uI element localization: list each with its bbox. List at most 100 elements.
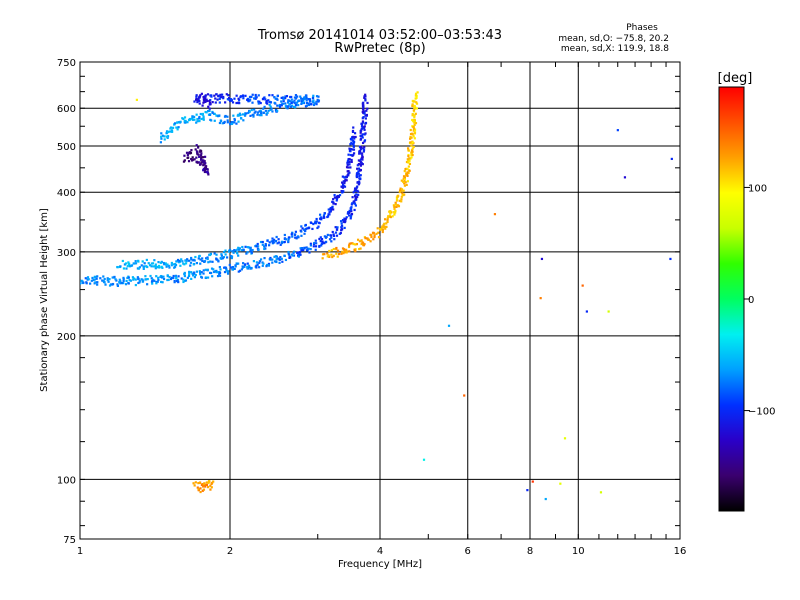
data-point bbox=[402, 180, 405, 183]
data-point bbox=[352, 191, 355, 194]
data-point bbox=[160, 137, 163, 140]
data-point bbox=[253, 108, 256, 111]
data-point bbox=[413, 129, 417, 132]
data-point bbox=[191, 158, 195, 161]
data-point bbox=[148, 264, 152, 267]
data-point bbox=[208, 107, 211, 110]
data-point bbox=[406, 158, 409, 161]
data-point bbox=[286, 101, 290, 104]
data-point bbox=[176, 258, 180, 262]
data-point bbox=[262, 107, 265, 110]
data-point bbox=[146, 283, 149, 286]
data-point bbox=[161, 134, 164, 137]
data-point bbox=[84, 277, 87, 280]
data-point bbox=[173, 265, 177, 268]
data-point bbox=[184, 279, 188, 282]
data-point bbox=[271, 94, 274, 97]
data-point bbox=[267, 262, 271, 266]
data-point bbox=[194, 255, 197, 259]
data-point bbox=[331, 200, 334, 204]
data-point bbox=[372, 232, 375, 235]
data-point bbox=[340, 225, 344, 228]
data-point bbox=[409, 141, 412, 144]
colorbar-tick-label: 100 bbox=[748, 183, 767, 194]
data-point bbox=[263, 245, 266, 248]
data-point bbox=[411, 133, 414, 136]
data-point bbox=[544, 497, 547, 501]
data-point bbox=[168, 266, 171, 269]
data-point bbox=[318, 244, 321, 248]
data-point bbox=[353, 189, 356, 192]
data-point bbox=[199, 490, 202, 494]
data-point bbox=[412, 145, 415, 149]
data-point bbox=[173, 122, 177, 125]
data-point bbox=[230, 255, 234, 258]
data-point bbox=[302, 249, 305, 252]
data-point bbox=[463, 394, 466, 397]
data-point bbox=[197, 98, 200, 101]
data-point bbox=[127, 276, 130, 279]
data-point bbox=[258, 114, 261, 117]
data-point bbox=[392, 204, 395, 207]
data-point bbox=[200, 483, 204, 487]
data-point bbox=[198, 270, 201, 273]
data-point bbox=[162, 277, 166, 281]
data-point bbox=[170, 261, 173, 265]
data-point bbox=[223, 270, 227, 274]
data-point bbox=[321, 253, 325, 256]
data-point bbox=[383, 226, 386, 229]
data-point bbox=[397, 205, 401, 208]
data-point bbox=[238, 247, 241, 250]
data-point bbox=[184, 119, 187, 123]
data-point bbox=[364, 93, 367, 96]
data-point bbox=[338, 194, 342, 197]
data-point bbox=[152, 265, 155, 268]
data-point bbox=[337, 252, 341, 256]
data-point bbox=[349, 166, 352, 169]
data-point bbox=[169, 130, 172, 133]
data-point bbox=[274, 97, 277, 100]
data-point bbox=[197, 161, 200, 164]
data-point bbox=[111, 276, 114, 279]
data-point bbox=[107, 280, 110, 283]
data-point bbox=[335, 246, 338, 250]
data-point bbox=[312, 94, 315, 97]
data-point bbox=[238, 248, 241, 251]
data-point bbox=[80, 279, 83, 282]
data-point bbox=[349, 215, 353, 218]
data-point bbox=[215, 258, 218, 261]
data-point bbox=[173, 281, 176, 284]
data-point bbox=[307, 247, 310, 250]
data-point bbox=[343, 185, 347, 188]
data-point bbox=[211, 481, 214, 485]
data-point bbox=[188, 272, 191, 275]
data-point bbox=[278, 261, 281, 264]
data-point bbox=[265, 265, 268, 268]
data-point bbox=[309, 242, 312, 245]
data-point bbox=[199, 487, 202, 490]
data-point bbox=[365, 113, 368, 117]
data-point bbox=[336, 226, 339, 229]
y-tick-label: 75 bbox=[63, 535, 76, 546]
data-point bbox=[185, 260, 188, 263]
data-point bbox=[314, 245, 318, 248]
data-point bbox=[328, 238, 332, 241]
data-point bbox=[341, 247, 345, 250]
data-point bbox=[359, 160, 362, 164]
data-point bbox=[327, 254, 330, 257]
data-point bbox=[177, 275, 180, 278]
data-point bbox=[670, 157, 673, 161]
data-point bbox=[349, 208, 353, 211]
data-point bbox=[415, 102, 419, 105]
data-point bbox=[361, 133, 365, 136]
data-point bbox=[357, 170, 360, 173]
data-point bbox=[196, 100, 199, 104]
data-point bbox=[284, 102, 287, 105]
data-point bbox=[159, 141, 162, 144]
data-point bbox=[190, 157, 193, 161]
data-point bbox=[320, 244, 323, 247]
data-point bbox=[119, 265, 122, 268]
data-point bbox=[385, 222, 388, 225]
data-point bbox=[241, 245, 244, 249]
data-point bbox=[361, 154, 364, 157]
